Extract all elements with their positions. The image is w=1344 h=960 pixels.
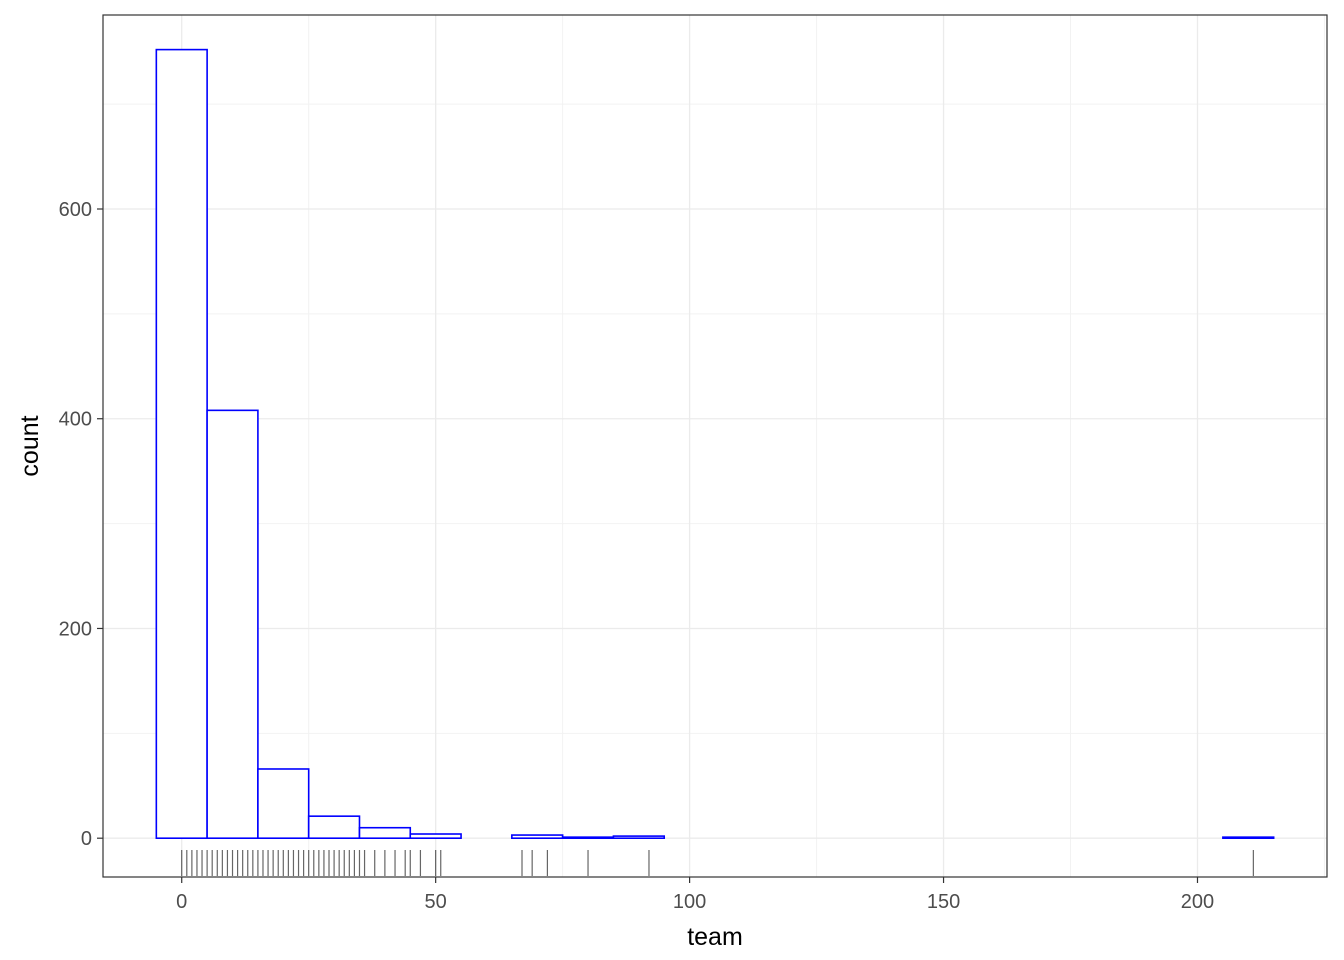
y-tick-label: 400 — [59, 409, 92, 431]
histogram-bar — [257, 768, 310, 839]
histogram-bar — [155, 48, 208, 839]
minor-gridlines — [103, 15, 1327, 877]
y-tick-label: 200 — [59, 618, 92, 640]
histogram-bar — [612, 835, 666, 839]
y-tick-label: 600 — [59, 199, 92, 221]
histogram-bar — [511, 834, 564, 839]
y-axis-title: count — [16, 415, 44, 476]
histogram-bar — [307, 815, 361, 839]
y-axis: 0 200 400 600 — [59, 199, 103, 850]
rug-marks — [181, 850, 1254, 876]
histogram-bar — [409, 833, 462, 839]
histogram-bar — [206, 409, 259, 839]
x-tick-label: 200 — [1181, 891, 1214, 913]
histogram-bar — [1222, 836, 1275, 839]
x-axis-title: team — [687, 923, 743, 951]
x-tick-label: 50 — [425, 891, 447, 913]
x-tick-label: 0 — [176, 891, 187, 913]
histogram-bar — [358, 826, 412, 839]
x-tick-label: 150 — [927, 891, 960, 913]
histogram-bars — [155, 48, 1275, 839]
x-axis: 0 50 100 150 200 — [176, 877, 1214, 913]
x-tick-label: 100 — [673, 891, 706, 913]
y-tick-label: 0 — [81, 828, 92, 850]
panel-border — [102, 14, 1328, 878]
histogram-bar — [561, 836, 615, 839]
